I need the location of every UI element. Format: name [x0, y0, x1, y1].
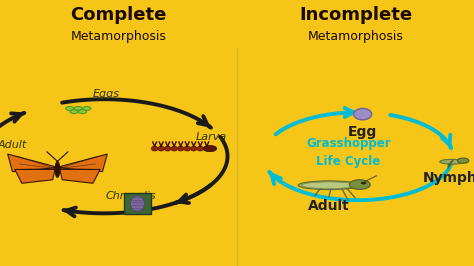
FancyBboxPatch shape	[124, 193, 151, 214]
Ellipse shape	[171, 146, 177, 151]
Text: Metamorphosis: Metamorphosis	[308, 30, 403, 43]
Circle shape	[79, 110, 86, 114]
Circle shape	[74, 107, 82, 110]
Text: Larva: Larva	[195, 131, 227, 142]
Text: Nymph: Nymph	[423, 171, 474, 185]
Ellipse shape	[191, 146, 197, 151]
Polygon shape	[15, 169, 55, 183]
Polygon shape	[8, 154, 57, 172]
Ellipse shape	[197, 146, 203, 151]
Text: Grasshopper
Life Cycle: Grasshopper Life Cycle	[306, 138, 391, 168]
Ellipse shape	[298, 181, 360, 190]
Circle shape	[70, 110, 78, 114]
Ellipse shape	[354, 109, 372, 120]
Ellipse shape	[151, 146, 158, 151]
Text: Chrysalis: Chrysalis	[105, 190, 155, 201]
Text: Metamorphosis: Metamorphosis	[71, 30, 166, 43]
Ellipse shape	[440, 159, 464, 164]
Circle shape	[349, 180, 370, 189]
Ellipse shape	[130, 196, 145, 212]
Ellipse shape	[203, 146, 210, 151]
Circle shape	[203, 146, 217, 152]
Text: Incomplete: Incomplete	[299, 6, 412, 24]
Ellipse shape	[184, 146, 191, 151]
Circle shape	[361, 182, 366, 184]
Text: Eggs: Eggs	[93, 89, 120, 99]
Text: Egg: Egg	[348, 125, 377, 139]
Ellipse shape	[301, 182, 356, 189]
Circle shape	[457, 158, 469, 163]
Ellipse shape	[164, 146, 171, 151]
Circle shape	[65, 107, 74, 110]
Text: Complete: Complete	[70, 6, 167, 24]
Polygon shape	[60, 169, 100, 183]
Text: Adult: Adult	[308, 199, 350, 213]
Text: Adult: Adult	[0, 140, 27, 150]
Ellipse shape	[158, 146, 164, 151]
Ellipse shape	[177, 146, 184, 151]
Polygon shape	[57, 154, 107, 172]
Ellipse shape	[55, 161, 60, 178]
Circle shape	[83, 107, 91, 110]
